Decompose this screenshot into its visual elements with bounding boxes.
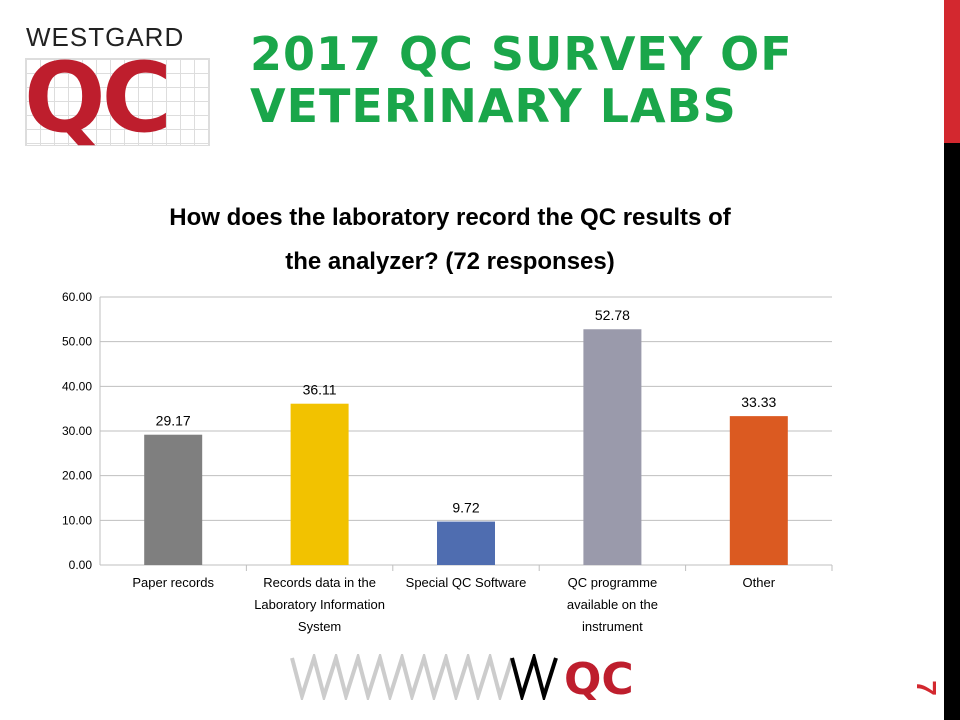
zigzag-icon (290, 654, 558, 700)
logo-wordmark: WESTGARD (26, 22, 185, 52)
data-label: 29.17 (156, 413, 191, 429)
x-tick-label: Other (743, 575, 776, 590)
accent-bar-red (944, 0, 960, 143)
y-tick-label: 20.00 (62, 469, 92, 483)
chart-title-line-1: How does the laboratory record the QC re… (169, 204, 731, 231)
data-label: 33.33 (741, 394, 776, 410)
x-tick-label: System (298, 619, 341, 634)
bar (290, 403, 349, 565)
x-tick-label: Records data in the (263, 575, 376, 590)
logo-qc: QC (24, 42, 172, 154)
bar (583, 329, 642, 565)
chart-title-line-2: the analyzer? (72 responses) (285, 248, 615, 275)
bar (437, 521, 495, 565)
y-tick-label: 50.00 (62, 335, 92, 349)
data-label: 36.11 (303, 382, 337, 398)
chart-title: How does the laboratory record the QC re… (100, 196, 800, 284)
westgard-qc-logo: WESTGARD QC (22, 22, 212, 151)
y-tick-label: 0.00 (69, 558, 93, 572)
bar-chart: 0.00 10.00 20.00 30.00 40.00 50.00 60.00 29.17 P… (62, 290, 833, 634)
footer-logo-qc: QC (564, 654, 634, 700)
x-tick-label: available on the (567, 597, 658, 612)
x-tick-label: Paper records (132, 575, 214, 590)
x-tick-label: instrument (582, 619, 643, 634)
y-tick-label: 60.00 (62, 290, 92, 304)
bar (144, 434, 203, 565)
title-line-1: 2017 QC SURVEY OF (250, 27, 793, 81)
title-line-2: VETERINARY LABS (250, 79, 737, 133)
x-tick-label: Laboratory Information (254, 597, 385, 612)
accent-bar-black (944, 143, 960, 720)
data-label: 52.78 (595, 307, 630, 323)
logo-grid (25, 58, 210, 146)
x-tick-label: Special QC Software (406, 575, 527, 590)
y-tick-label: 40.00 (62, 379, 92, 393)
x-tick-label: QC programme (568, 575, 658, 590)
bar (729, 416, 788, 565)
slide-number: 7 (910, 680, 942, 696)
slide-title: 2017 QC SURVEY OF VETERINARY LABS (250, 28, 793, 132)
wqc-footer-logo: QC (290, 654, 634, 700)
y-tick-label: 10.00 (62, 513, 92, 527)
y-tick-label: 30.00 (62, 424, 92, 438)
data-label: 9.72 (452, 500, 479, 516)
